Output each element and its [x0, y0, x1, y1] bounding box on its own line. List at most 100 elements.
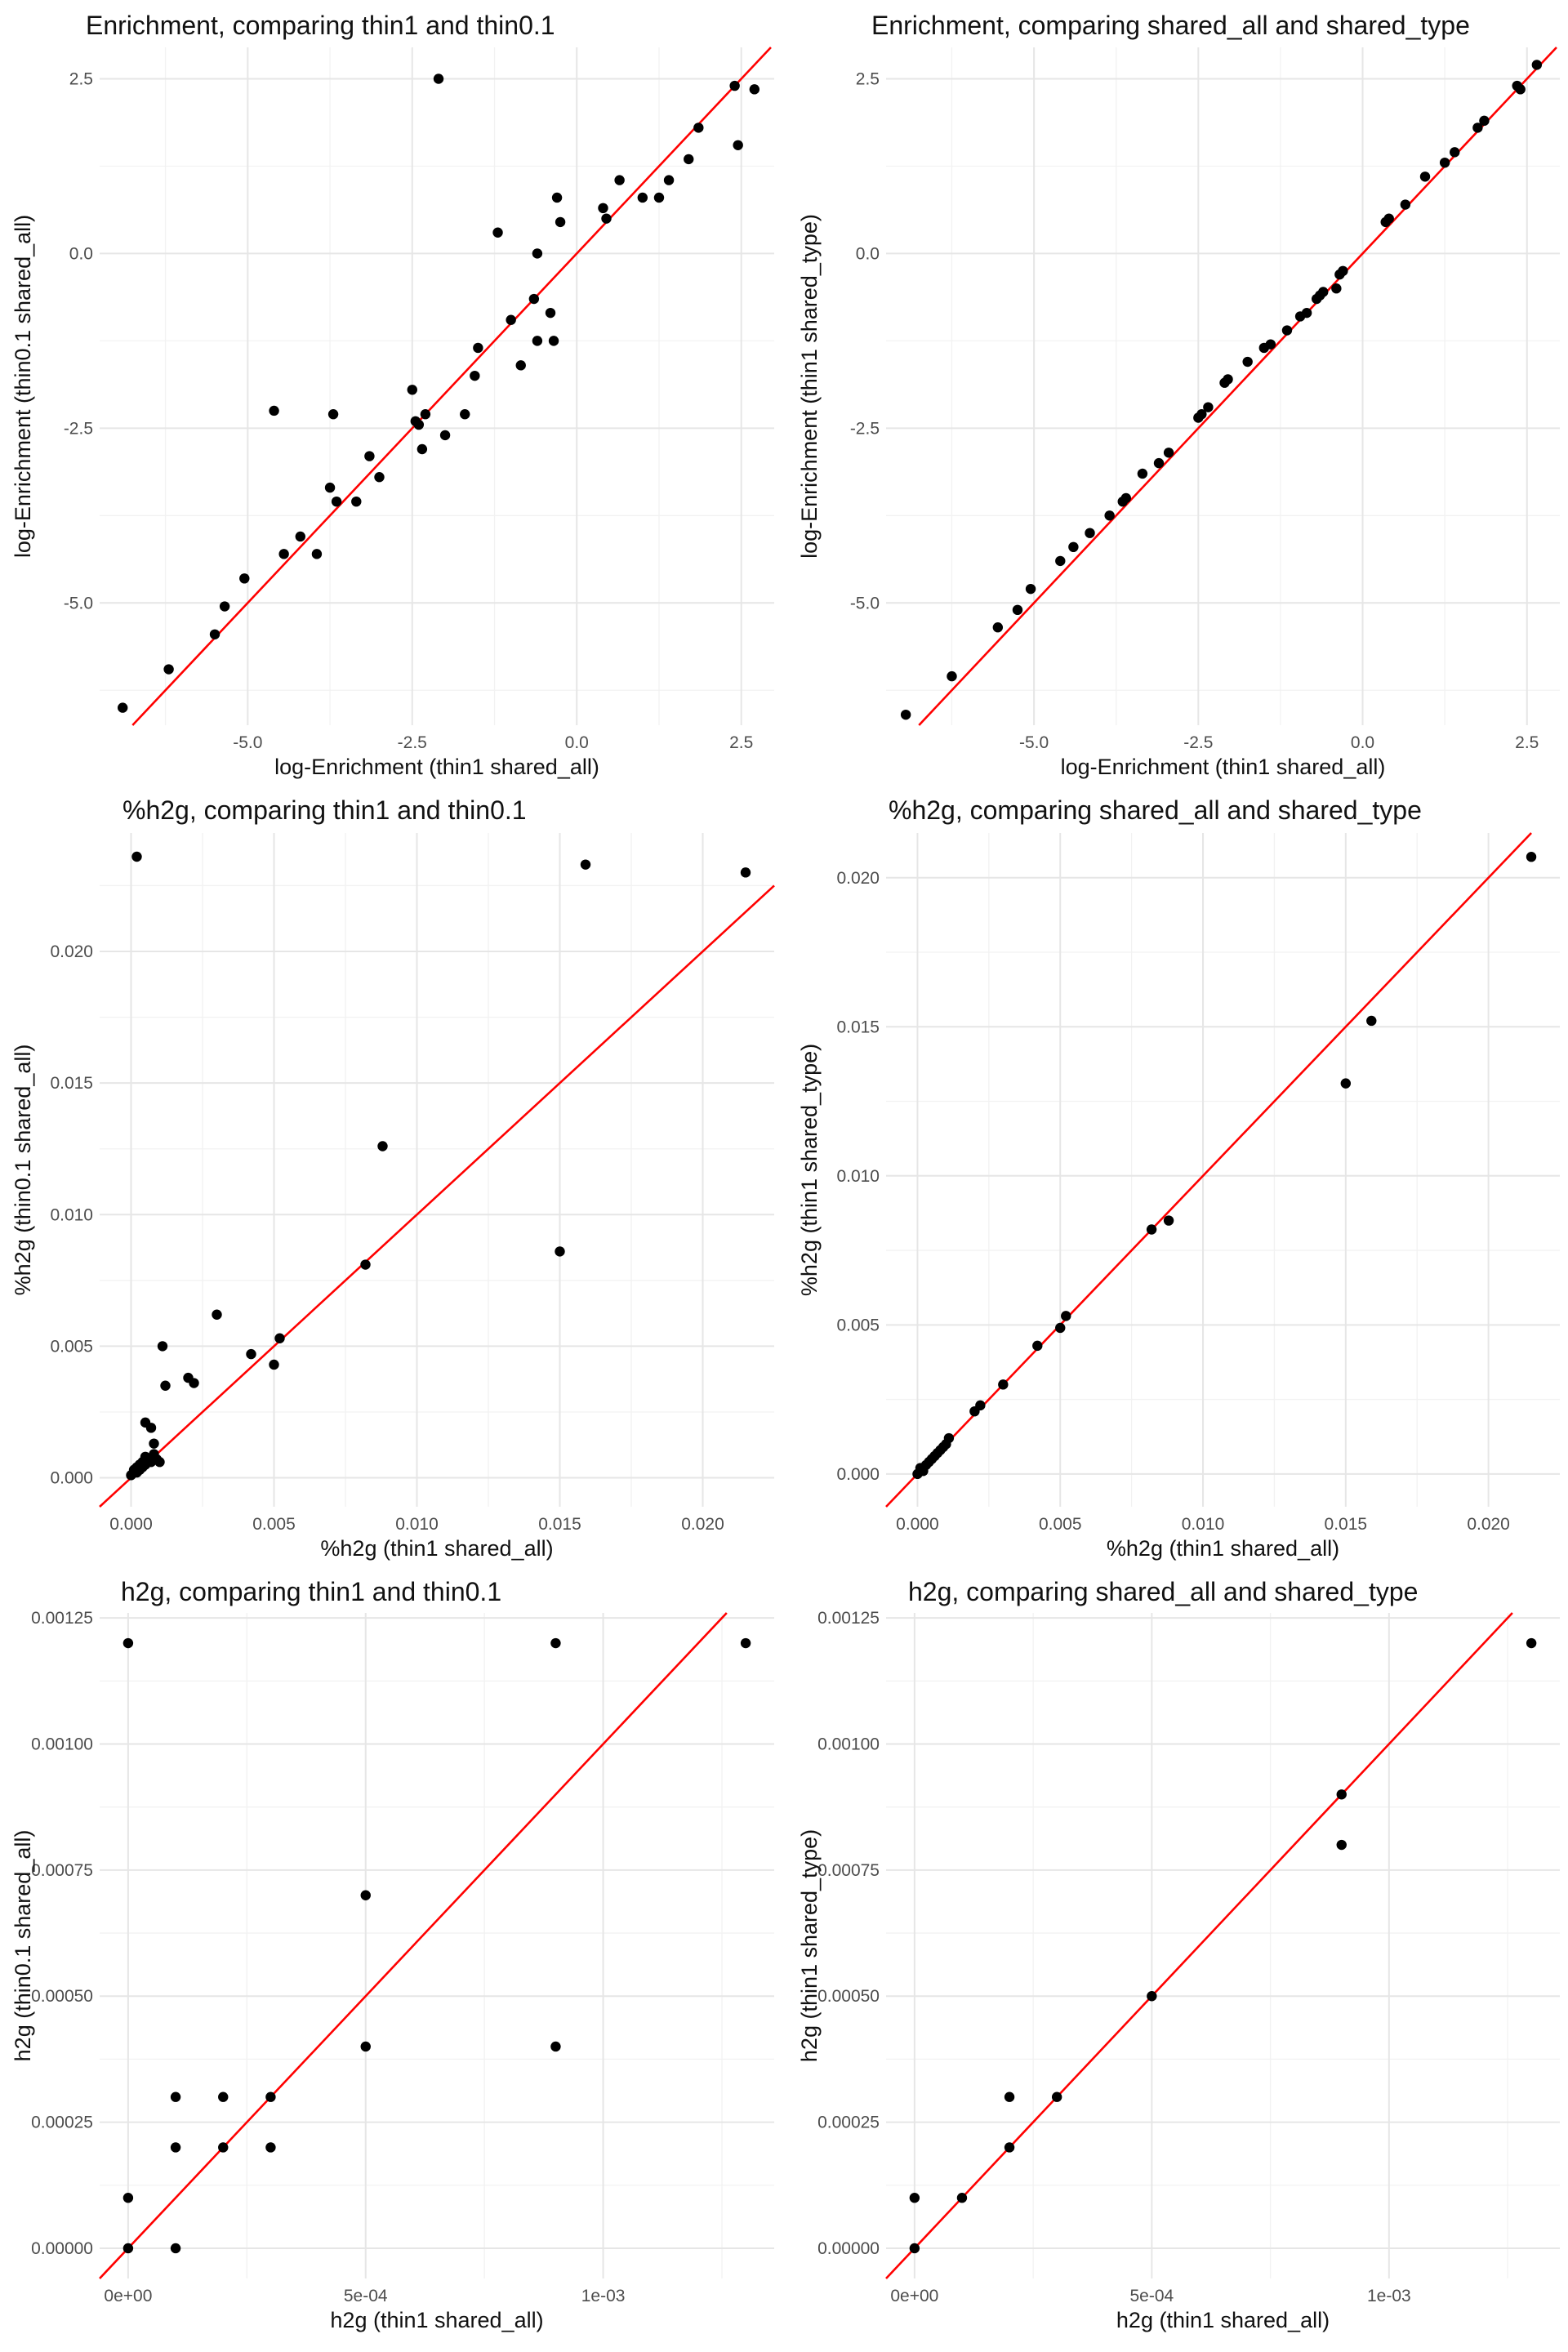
chart-title: %h2g, comparing thin1 and thin0.1 — [122, 795, 527, 825]
y-tick-label: 0.00125 — [31, 1609, 93, 1628]
data-point — [532, 336, 543, 346]
data-point — [122, 2193, 134, 2203]
data-point — [956, 2193, 968, 2203]
data-point — [1331, 283, 1342, 294]
data-point — [311, 549, 323, 559]
y-tick-label: -5.0 — [64, 594, 93, 612]
data-point — [909, 2193, 920, 2203]
data-point — [413, 419, 425, 430]
y-tick-label: 0.020 — [50, 942, 93, 961]
data-point — [1450, 147, 1460, 158]
data-point — [1223, 374, 1233, 385]
data-point — [740, 1637, 751, 1649]
data-point — [420, 409, 431, 420]
data-point — [1196, 409, 1207, 420]
y-axis-label: log-Enrichment (thin1 shared_type) — [797, 214, 822, 559]
x-tick-label: 1e-03 — [1367, 2287, 1411, 2305]
y-tick-label: -5.0 — [850, 594, 880, 612]
chart-panel-5: 0e+00 5e-04 1e-03 0.00000 0.00025 0.00050 0.00… — [11, 1577, 774, 2332]
data-point — [239, 573, 250, 584]
x-tick-label: 0.0 — [1351, 733, 1374, 752]
chart-title: %h2g, comparing shared_all and shared_ty… — [889, 795, 1422, 825]
y-tick-label: 0.020 — [836, 869, 880, 888]
data-point — [1318, 287, 1329, 297]
data-point — [145, 1423, 157, 1433]
y-axis-label: %h2g (thin1 shared_type) — [797, 1044, 822, 1296]
x-tick-label: 5e-04 — [344, 2287, 388, 2305]
data-point — [1526, 1637, 1537, 1649]
data-point — [1419, 172, 1431, 182]
y-tick-label: 0.000 — [50, 1469, 93, 1488]
data-point — [149, 1438, 159, 1449]
data-point — [160, 1380, 171, 1391]
data-point — [1085, 528, 1095, 538]
y-axis-label: h2g (thin1 shared_type) — [797, 1829, 822, 2062]
data-point — [351, 496, 362, 507]
x-tick-label: 0e+00 — [104, 2287, 152, 2305]
data-point — [331, 496, 342, 507]
y-tick-label: 0.00075 — [31, 1861, 93, 1880]
data-point — [295, 531, 305, 542]
data-point — [532, 248, 543, 259]
data-point — [1055, 555, 1066, 567]
data-point — [684, 154, 694, 165]
x-tick-label: 0.010 — [1182, 1515, 1225, 1534]
y-tick-label: 0.00050 — [817, 1987, 880, 2006]
data-point — [265, 2142, 276, 2153]
data-point — [157, 1341, 168, 1352]
data-point — [154, 1457, 165, 1468]
data-point — [515, 360, 526, 371]
x-tick-label: 2.5 — [729, 733, 753, 752]
data-point — [1526, 852, 1537, 862]
x-tick-label: 0.005 — [1039, 1515, 1082, 1534]
data-point — [1025, 583, 1036, 595]
data-point — [653, 192, 665, 203]
y-tick-label: 0.0 — [69, 244, 93, 263]
data-point — [1515, 84, 1526, 95]
data-point — [364, 451, 375, 461]
data-point — [170, 2243, 181, 2254]
data-point — [550, 1637, 561, 1649]
data-point — [1120, 492, 1131, 504]
data-point — [470, 370, 480, 381]
y-tick-label: 0.010 — [836, 1167, 880, 1186]
data-point — [998, 1379, 1009, 1390]
data-point — [1531, 60, 1543, 70]
y-axis-label: h2g (thin0.1 shared_all) — [11, 1830, 35, 2062]
data-point — [460, 409, 470, 420]
chart-panel-6: 0e+00 5e-04 1e-03 0.00000 0.00025 0.00050 0.00… — [797, 1577, 1560, 2332]
data-point — [416, 443, 428, 455]
data-point — [733, 140, 743, 150]
x-axis-label: h2g (thin1 shared_all) — [1116, 2308, 1330, 2332]
x-axis-label: log-Enrichment (thin1 shared_all) — [1061, 755, 1386, 779]
x-tick-label: -2.5 — [398, 733, 427, 752]
y-tick-label: 0.00000 — [817, 2239, 880, 2258]
data-point — [975, 1400, 986, 1411]
data-point — [360, 2041, 371, 2052]
y-tick-label: 0.005 — [836, 1316, 880, 1334]
data-point — [122, 2243, 134, 2254]
data-point — [360, 1890, 371, 1900]
data-point — [506, 314, 516, 325]
data-point — [601, 213, 612, 224]
data-point — [360, 1259, 371, 1270]
y-axis-label: %h2g (thin0.1 shared_all) — [11, 1045, 35, 1296]
x-tick-label: 0.010 — [395, 1515, 439, 1534]
x-tick-label: 2.5 — [1515, 733, 1539, 752]
data-point — [1147, 1991, 1157, 2002]
x-tick-label: 1e-03 — [581, 2287, 626, 2305]
data-point — [548, 336, 559, 346]
data-point — [1338, 265, 1348, 277]
y-tick-label: 0.00100 — [817, 1735, 880, 1754]
data-point — [1281, 325, 1293, 336]
data-point — [528, 293, 540, 305]
x-tick-label: 0e+00 — [890, 2287, 938, 2305]
x-axis-label: %h2g (thin1 shared_all) — [1107, 1536, 1339, 1561]
y-tick-label: 0.000 — [836, 1465, 880, 1484]
data-point — [551, 192, 563, 203]
x-tick-label: -5.0 — [233, 733, 262, 752]
x-axis-label: %h2g (thin1 shared_all) — [320, 1536, 553, 1561]
x-axis-label: h2g (thin1 shared_all) — [330, 2308, 543, 2332]
data-point — [1068, 541, 1079, 553]
data-point — [433, 74, 444, 84]
